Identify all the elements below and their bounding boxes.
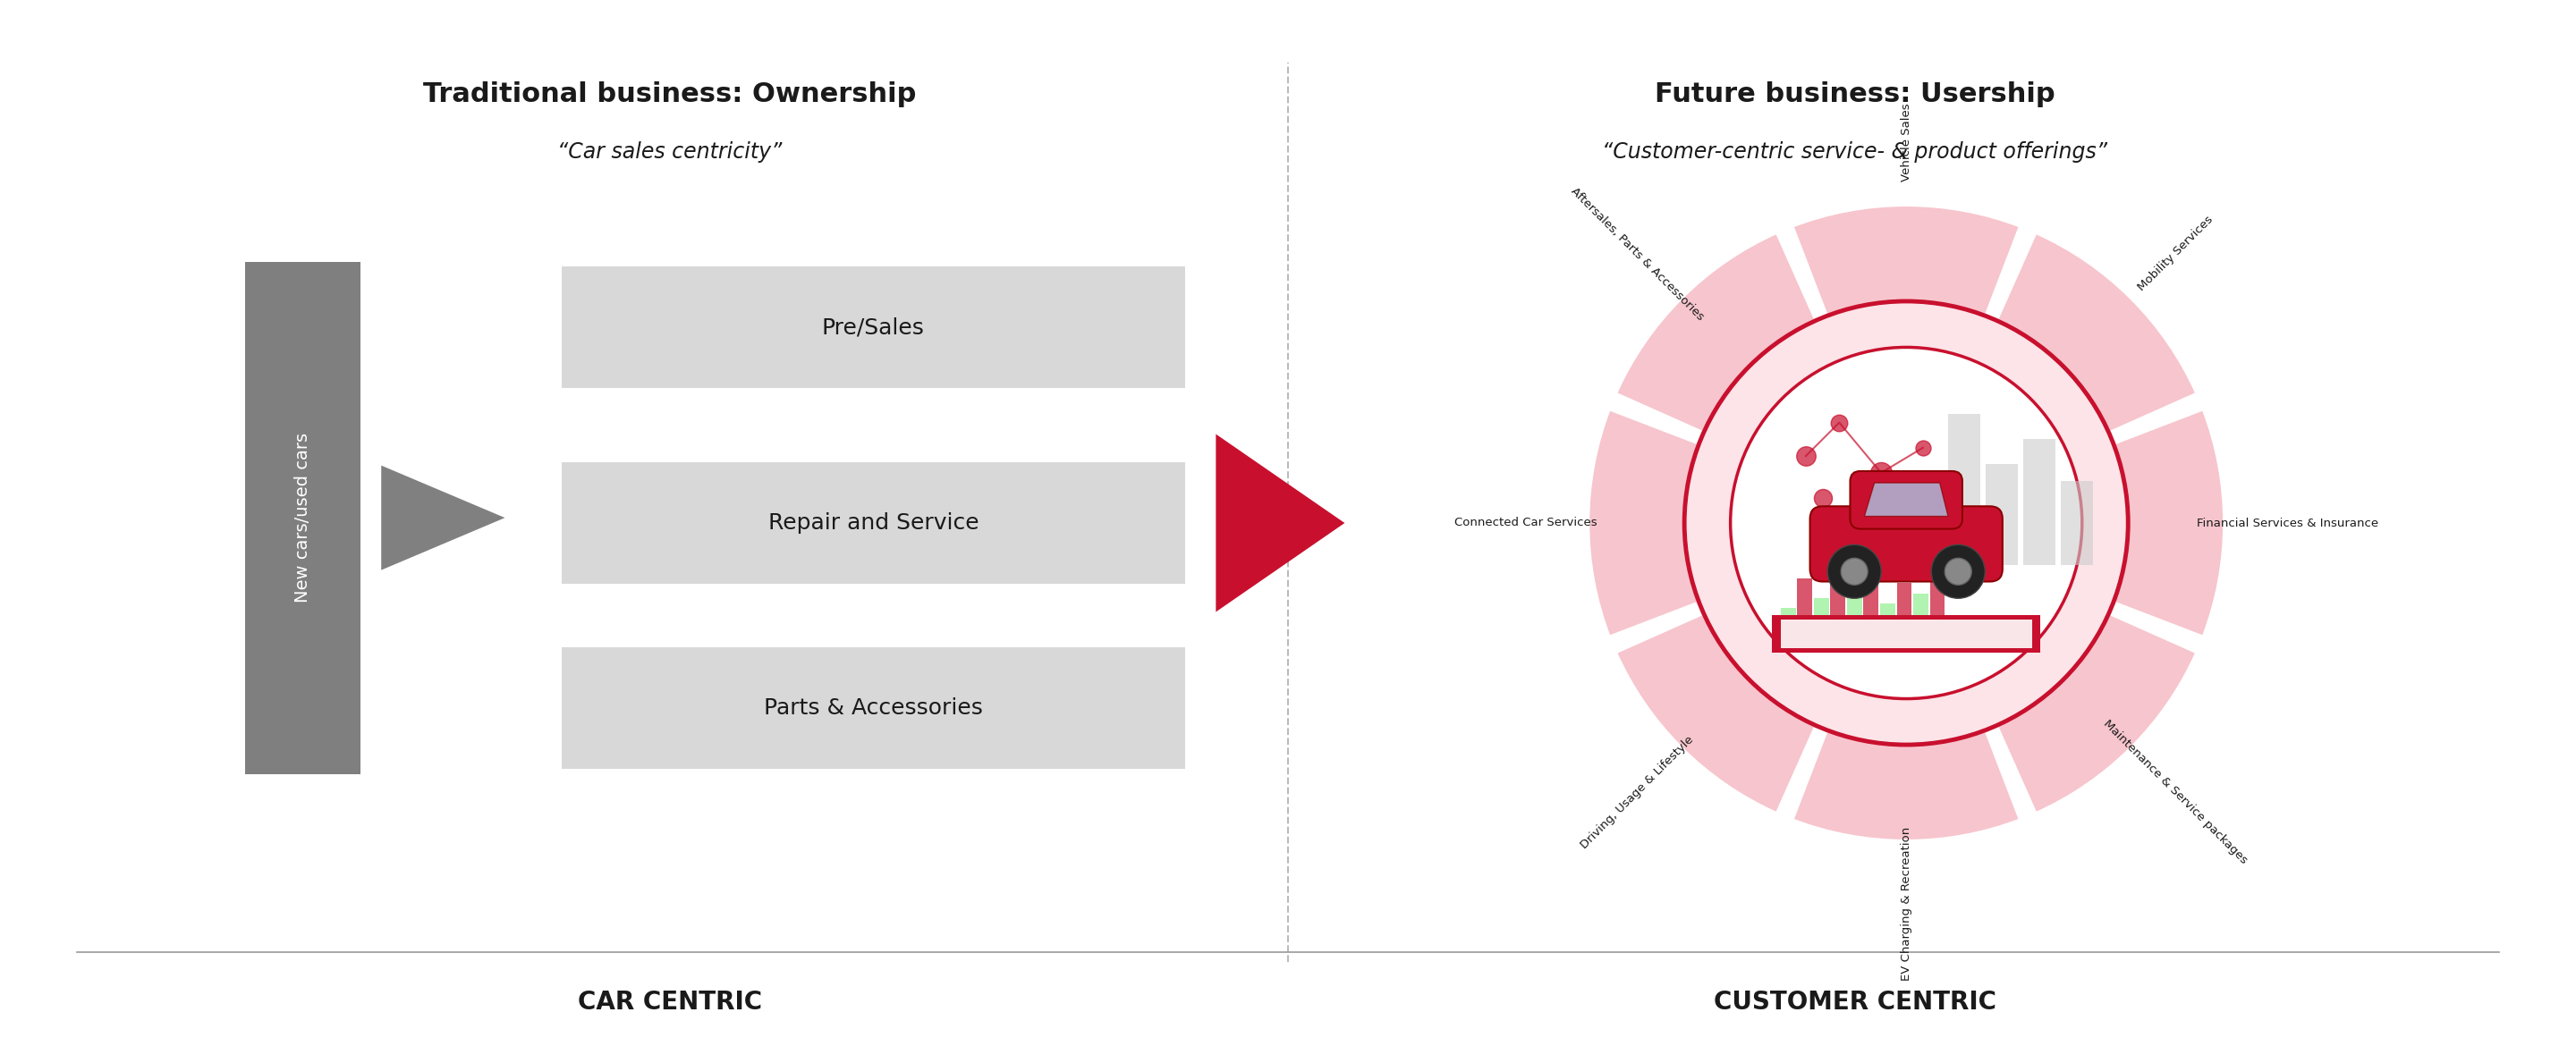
Text: Repair and Service: Repair and Service [768, 513, 979, 533]
FancyBboxPatch shape [1929, 573, 1945, 649]
Text: CUSTOMER CENTRIC: CUSTOMER CENTRIC [1713, 990, 1996, 1015]
Wedge shape [1793, 730, 2020, 841]
Text: “Customer-centric service- & product offerings”: “Customer-centric service- & product off… [1602, 141, 2107, 162]
FancyBboxPatch shape [1780, 619, 2032, 649]
Wedge shape [1587, 409, 1700, 637]
Point [1819, 414, 1860, 431]
FancyBboxPatch shape [562, 267, 1185, 388]
FancyBboxPatch shape [1832, 559, 1844, 649]
Circle shape [1731, 347, 2081, 699]
FancyBboxPatch shape [2025, 439, 2056, 565]
Point [1785, 448, 1826, 464]
Text: Vehicle Sales: Vehicle Sales [1901, 104, 1911, 181]
Circle shape [1842, 559, 1868, 585]
FancyBboxPatch shape [1798, 578, 1814, 649]
FancyBboxPatch shape [1986, 464, 2017, 565]
FancyBboxPatch shape [245, 262, 361, 774]
Circle shape [1945, 559, 1971, 585]
Polygon shape [381, 465, 505, 570]
Wedge shape [1615, 232, 1816, 433]
FancyBboxPatch shape [1780, 609, 1795, 649]
Text: New cars/used cars: New cars/used cars [294, 433, 312, 602]
FancyBboxPatch shape [1896, 584, 1911, 649]
Circle shape [1826, 545, 1880, 598]
Text: Maintenance & Service packages: Maintenance & Service packages [2102, 718, 2249, 866]
Polygon shape [1216, 434, 1345, 612]
Text: Traditional business: Ownership: Traditional business: Ownership [422, 82, 917, 107]
Wedge shape [1996, 232, 2197, 433]
FancyBboxPatch shape [1811, 506, 2002, 582]
FancyBboxPatch shape [562, 647, 1185, 769]
FancyBboxPatch shape [1880, 604, 1896, 649]
Text: Driving, Usage & Lifestyle: Driving, Usage & Lifestyle [1579, 733, 1695, 850]
FancyBboxPatch shape [1947, 414, 1981, 565]
Text: Future business: Usership: Future business: Usership [1654, 82, 2056, 107]
FancyBboxPatch shape [1847, 588, 1862, 649]
Point [1901, 439, 1942, 456]
Point [1803, 490, 1844, 506]
FancyBboxPatch shape [2061, 481, 2092, 565]
Circle shape [1932, 545, 1986, 598]
Wedge shape [1996, 613, 2197, 814]
FancyBboxPatch shape [562, 462, 1185, 584]
Circle shape [1685, 301, 2128, 745]
Polygon shape [1865, 483, 1947, 517]
Text: EV Charging & Recreation: EV Charging & Recreation [1901, 826, 1911, 981]
Point [1860, 464, 1901, 481]
Text: Parts & Accessories: Parts & Accessories [762, 698, 984, 719]
FancyBboxPatch shape [1862, 568, 1878, 649]
Text: Pre/Sales: Pre/Sales [822, 317, 925, 338]
Text: Mobility Services: Mobility Services [2136, 214, 2215, 294]
FancyBboxPatch shape [1772, 615, 2040, 653]
FancyBboxPatch shape [1914, 593, 1929, 649]
Text: Connected Car Services: Connected Car Services [1453, 517, 1597, 529]
Wedge shape [2112, 409, 2223, 637]
Point [1844, 515, 1886, 531]
Text: CAR CENTRIC: CAR CENTRIC [577, 990, 762, 1015]
Wedge shape [1615, 613, 1816, 814]
Text: “Car sales centricity”: “Car sales centricity” [556, 141, 783, 162]
Text: Financial Services & Insurance: Financial Services & Insurance [2197, 517, 2378, 529]
FancyBboxPatch shape [1850, 471, 1963, 529]
Text: Aftersales, Parts & Accessories: Aftersales, Parts & Accessories [1569, 185, 1705, 322]
Wedge shape [1793, 205, 2020, 316]
FancyBboxPatch shape [1814, 598, 1829, 649]
